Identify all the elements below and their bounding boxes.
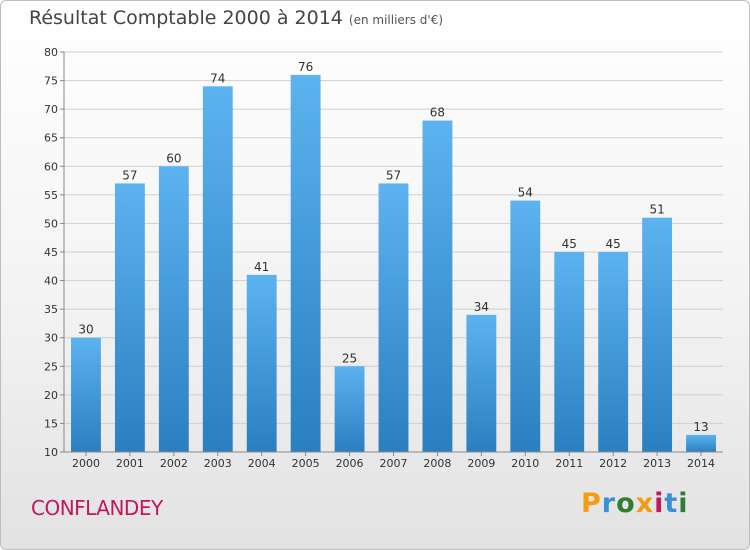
- bar: [334, 366, 365, 452]
- data-label: 68: [430, 106, 445, 120]
- y-tick-label: 70: [44, 103, 58, 116]
- x-tick-label: 2010: [511, 457, 539, 470]
- bar: [554, 252, 585, 452]
- logo-letter: i: [678, 488, 689, 519]
- data-label: 41: [254, 260, 269, 274]
- x-tick-label: 2007: [380, 457, 408, 470]
- chart-title-text: Résultat Comptable 2000 à 2014: [29, 7, 343, 29]
- y-tick-label: 10: [44, 446, 58, 459]
- y-tick-label: 30: [44, 332, 58, 345]
- x-tick-label: 2009: [467, 457, 495, 470]
- logo-letter: x: [635, 488, 655, 519]
- y-tick-label: 35: [44, 303, 58, 316]
- x-tick-label: 2014: [687, 457, 715, 470]
- bar: [510, 200, 541, 452]
- data-label: 34: [474, 300, 489, 314]
- x-tick-label: 2006: [336, 457, 364, 470]
- bar: [422, 120, 453, 452]
- x-tick-label: 2012: [599, 457, 627, 470]
- bar: [114, 183, 145, 452]
- data-label: 57: [386, 168, 401, 182]
- x-tick-label: 2000: [72, 457, 100, 470]
- y-tick-label: 60: [44, 160, 58, 173]
- bar: [686, 434, 716, 452]
- y-tick-label: 55: [44, 189, 58, 202]
- x-tick-label: 2001: [116, 457, 144, 470]
- data-label: 30: [78, 323, 93, 337]
- y-tick-label: 65: [44, 132, 58, 145]
- x-tick-label: 2003: [204, 457, 232, 470]
- logo-letter: i: [654, 488, 665, 519]
- bar: [290, 74, 321, 453]
- data-label: 57: [122, 168, 137, 182]
- x-tick-label: 2011: [555, 457, 583, 470]
- commune-name: CONFLANDEY: [31, 496, 163, 520]
- chart-subtitle: (en milliers d'€): [348, 13, 444, 27]
- axes: 10 15 20 25 30 35 40 45 50 55 60 65 70 75 80 2000 2001 20…: [44, 46, 723, 470]
- y-tick-label: 75: [44, 75, 58, 88]
- y-tick-label: 20: [44, 389, 58, 402]
- y-tick-label: 45: [44, 246, 58, 259]
- y-tick-label: 40: [44, 275, 58, 288]
- data-label: 51: [649, 203, 664, 217]
- bar: [158, 166, 189, 453]
- bar: [246, 274, 277, 452]
- y-tick-label: 50: [44, 217, 58, 230]
- bar: [202, 86, 233, 452]
- bar: [71, 337, 101, 452]
- logo-letter: t: [664, 488, 679, 519]
- y-tick-label: 15: [44, 417, 58, 430]
- logo-letter: o: [616, 488, 636, 519]
- data-label: 60: [166, 151, 181, 165]
- bars: 30 57 60 74 41 76 25 57 68 34 54 45 45 51 13: [71, 60, 716, 453]
- x-tick-label: 2008: [423, 457, 451, 470]
- logo-letter: P: [581, 488, 602, 519]
- y-tick-label: 80: [44, 46, 58, 59]
- data-label: 25: [342, 351, 357, 365]
- data-label: 45: [606, 237, 621, 251]
- data-label: 45: [562, 237, 577, 251]
- x-tick-label: 2002: [160, 457, 188, 470]
- data-label: 13: [693, 420, 708, 434]
- logo-letter: r: [601, 488, 617, 519]
- proxiti-logo[interactable]: Proxiti: [581, 488, 689, 519]
- x-tick-label: 2013: [643, 457, 671, 470]
- chart-title: Résultat Comptable 2000 à 2014 (en millie…: [29, 7, 443, 29]
- bar: [598, 252, 629, 452]
- bar: [466, 314, 497, 452]
- data-label: 54: [518, 186, 533, 200]
- data-label: 74: [210, 71, 225, 85]
- data-label: 76: [298, 60, 313, 74]
- bar: [378, 183, 409, 452]
- y-tick-label: 25: [44, 360, 58, 373]
- bar: [642, 217, 673, 452]
- x-tick-label: 2005: [292, 457, 320, 470]
- x-tick-label: 2004: [248, 457, 276, 470]
